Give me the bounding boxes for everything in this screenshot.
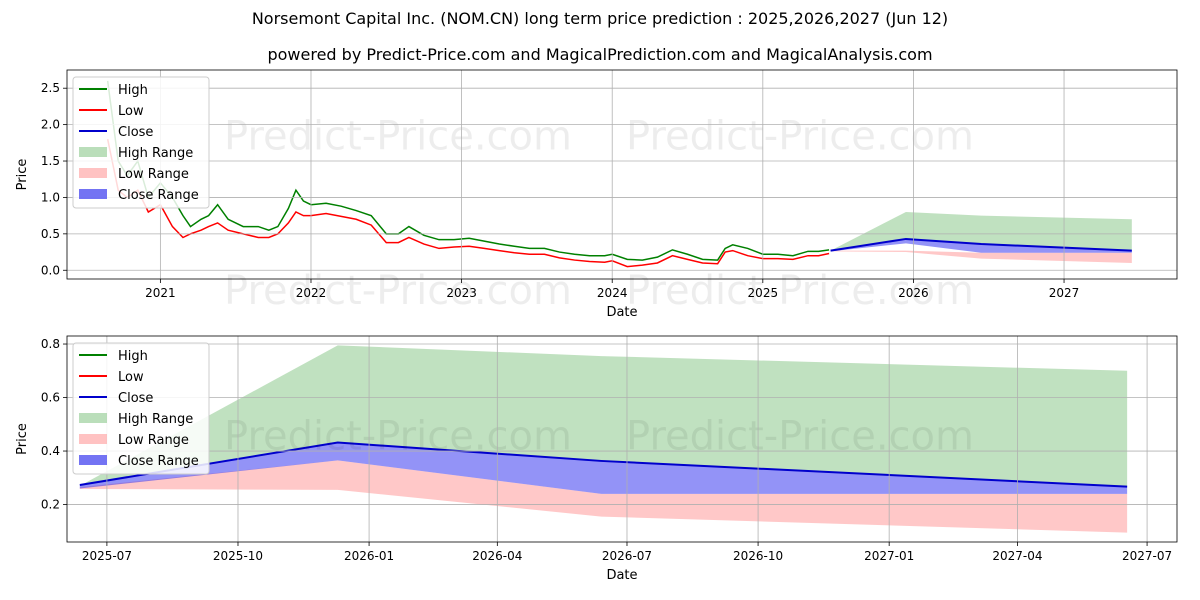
chart-title: Norsemont Capital Inc. (NOM.CN) long ter…: [251, 9, 949, 28]
x-tick-label: 2022: [296, 286, 327, 300]
x-axis-label: Date: [606, 568, 637, 583]
x-tick-label: 2023: [446, 286, 477, 300]
high-range-band: [830, 212, 1132, 251]
x-tick-label: 2026-07: [602, 549, 652, 563]
x-tick-label: 2026: [898, 286, 929, 300]
chart-subtitle: powered by Predict-Price.com and Magical…: [267, 45, 933, 64]
y-tick-label: 1.5: [41, 154, 60, 168]
legend: High Low Close High Range Low Range Close Ran…: [72, 342, 210, 475]
x-tick-label: 2025-07: [82, 549, 132, 563]
x-tick-label: 2025-10: [213, 549, 263, 563]
watermark: Predict-Price.com: [626, 113, 974, 159]
legend-label: High Range: [118, 412, 193, 427]
high-range-band: [79, 345, 1128, 488]
y-tick-label: 0.5: [41, 227, 60, 241]
legend-label: Low Range: [118, 167, 189, 182]
legend-label: Close: [118, 125, 153, 140]
legend-label: Low: [118, 104, 144, 119]
watermark: Predict-Price.com: [626, 268, 974, 314]
low-range-band: [830, 250, 1132, 263]
y-tick-label: 2.5: [41, 81, 60, 95]
watermark: Predict-Price.com: [224, 413, 572, 459]
legend-label: Close Range: [118, 188, 199, 203]
x-tick-label: 2027: [1049, 286, 1080, 300]
x-tick-label: 2027-07: [1122, 549, 1172, 563]
plot-frame: [66, 335, 1178, 543]
y-axis-label: Price: [15, 159, 30, 191]
legend-label: Close Range: [118, 454, 199, 469]
high-line: [106, 80, 830, 261]
y-tick-label: 0.6: [41, 391, 60, 405]
plot-frame: [66, 69, 1178, 280]
legend-label: Close: [118, 391, 153, 406]
legend-label: Low: [118, 370, 144, 385]
legend-swatch: [79, 455, 107, 465]
y-tick-label: 0.0: [41, 263, 60, 277]
y-tick-label: 2.0: [41, 118, 60, 132]
chart-panel-2: Predict-Price.com Predict-Price.com 2025-0…: [15, 335, 1178, 583]
legend-swatch: [79, 434, 107, 444]
chart-panel-1: Predict-Price.com Predict-Price.com Predic…: [15, 69, 1178, 320]
x-tick-label: 2027-04: [992, 549, 1042, 563]
legend: High Low Close High Range Low Range Close Ran…: [72, 76, 210, 209]
legend-swatch: [79, 413, 107, 423]
legend-swatch: [79, 147, 107, 157]
close-range-band: [830, 238, 1132, 253]
legend-label: High: [118, 349, 148, 364]
x-tick-label: 2021: [145, 286, 176, 300]
x-tick-label: 2026-04: [472, 549, 522, 563]
legend-label: High Range: [118, 146, 193, 161]
x-axis-label: Date: [606, 305, 637, 320]
close-range-band: [79, 442, 1128, 494]
x-tick-label: 2024: [597, 286, 628, 300]
y-tick-label: 1.0: [41, 190, 60, 204]
y-axis-label: Price: [15, 423, 30, 455]
legend-label: Low Range: [118, 433, 189, 448]
close-line: [830, 237, 1132, 252]
legend-swatch: [79, 189, 107, 199]
legend-label: High: [118, 83, 148, 98]
watermark: Predict-Price.com: [224, 113, 572, 159]
x-tick-label: 2026-10: [733, 549, 783, 563]
low-range-band: [79, 460, 1128, 533]
x-tick-label: 2025: [748, 286, 779, 300]
watermark: Predict-Price.com: [224, 268, 572, 314]
x-tick-label: 2026-01: [344, 549, 394, 563]
y-tick-label: 0.2: [41, 498, 60, 512]
legend-swatch: [79, 168, 107, 178]
watermark: Predict-Price.com: [626, 413, 974, 459]
x-tick-label: 2027-01: [864, 549, 914, 563]
y-tick-label: 0.8: [41, 337, 60, 351]
y-tick-label: 0.4: [41, 444, 60, 458]
low-line: [106, 139, 830, 268]
